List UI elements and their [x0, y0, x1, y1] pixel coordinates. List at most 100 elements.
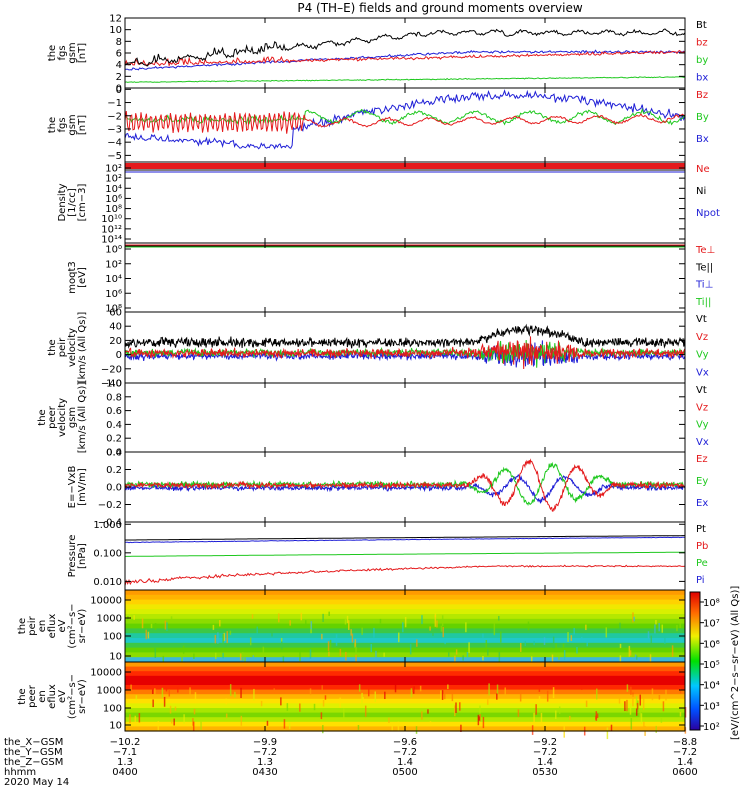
heatmap-band — [125, 609, 685, 615]
heatmap-streak — [200, 721, 202, 730]
y-tick-label: 0.2 — [106, 434, 122, 445]
heatmap-streak — [379, 618, 382, 624]
legend-entry: Vz — [696, 332, 708, 343]
heatmap-streak — [619, 643, 622, 649]
y-tick-label: 1.000 — [93, 520, 122, 531]
heatmap-streak — [384, 691, 386, 700]
heatmap-streak — [348, 620, 350, 630]
heatmap-band — [125, 642, 685, 649]
heatmap-streak — [580, 636, 583, 642]
y-tick-label: 0 — [116, 84, 122, 95]
legend-entry: Ti|| — [695, 297, 711, 308]
y-tick-label: 100 — [103, 704, 122, 715]
x-row-value: 1.4 — [677, 757, 693, 768]
heatmap-streak — [455, 649, 458, 655]
y-tick-label: 0 — [116, 85, 122, 96]
heatmap-streak — [595, 711, 598, 721]
heatmap-streak — [351, 633, 354, 643]
heatmap-streak — [650, 635, 653, 646]
legend-entry: By — [696, 112, 709, 123]
panel-peir_velocity: 60 40 20 0 −20 −40 the peir velocity [km/s (All Q… — [47, 308, 709, 390]
heatmap-streak — [374, 691, 377, 702]
heatmap-streak — [163, 696, 166, 707]
heatmap-streak — [447, 684, 449, 690]
heatmap-streak — [630, 686, 632, 695]
colorbar-label: [eV/(cm^2−s−sr−eV) (All Qs)] — [730, 586, 741, 740]
heatmap-band — [125, 698, 685, 704]
panel-peir_eflux: 10000 1000 100 10 the peir en eflux eV (cm²−s− sr−… — [17, 589, 686, 668]
heatmap-streak — [651, 688, 654, 701]
heatmap-streak — [129, 714, 131, 723]
y-axis-label: (cm²−s− — [67, 674, 78, 719]
heatmap-streak — [370, 643, 372, 653]
y-tick-label: 10 — [109, 721, 122, 732]
heatmap-streak — [322, 699, 325, 707]
heatmap-streak — [181, 655, 183, 666]
heatmap-streak — [664, 634, 666, 644]
heatmap-streak — [134, 715, 137, 723]
heatmap-streak — [496, 684, 499, 695]
y-axis-label: E=−VxB — [67, 466, 78, 509]
heatmap-streak — [214, 652, 217, 660]
heatmap-streak — [562, 643, 565, 652]
heatmap-streak — [479, 705, 481, 714]
y-axis-label: peer — [27, 684, 38, 708]
heatmap-streak — [309, 649, 312, 659]
y-tick-label: 1.0 — [106, 379, 122, 390]
heatmap-streak — [367, 685, 370, 697]
y-tick-label: 10¹⁰ — [101, 214, 122, 225]
y-tick-label: 10⁶ — [105, 289, 122, 300]
y-axis-label: fgs — [57, 45, 68, 60]
series-pe — [125, 551, 685, 557]
legend-entry: Pe — [696, 558, 708, 569]
y-tick-label: 10⁰ — [105, 245, 122, 256]
series-by — [124, 107, 686, 126]
x-row-label: the_Z−GSM — [4, 757, 63, 768]
y-axis-label: gsm — [67, 42, 78, 63]
heatmap-streak — [555, 710, 557, 720]
heatmap-streak — [624, 701, 626, 712]
heatmap-streak — [164, 620, 167, 630]
y-axis-label: sr−eV) — [77, 679, 88, 714]
heatmap-streak — [273, 688, 275, 693]
heatmap-streak — [649, 654, 652, 663]
heatmap-streak — [527, 621, 530, 631]
heatmap-streak — [339, 648, 342, 656]
panel-efield: 0.4 0.2 0.0 −0.2 −0.4 E=−VxB [mV/m] Ez Ey Ex — [67, 448, 708, 529]
heatmap-streak — [498, 615, 500, 621]
heatmap-streak — [222, 633, 224, 643]
heatmap-streak — [252, 655, 255, 667]
heatmap-streak — [540, 712, 543, 724]
x-row-value: 1.3 — [117, 757, 133, 768]
heatmap-streak — [655, 725, 657, 733]
heatmap-streak — [391, 725, 394, 731]
heatmap-streak — [482, 633, 484, 638]
heatmap-streak — [419, 685, 422, 692]
y-tick-label: −40 — [101, 379, 122, 390]
x-row-value: −7.2 — [253, 747, 277, 758]
heatmap-streak — [610, 724, 613, 732]
heatmap-band — [125, 708, 685, 714]
heatmap-streak — [147, 631, 150, 639]
heatmap-streak — [635, 696, 638, 706]
series-bz — [124, 49, 686, 68]
heatmap-streak — [519, 693, 522, 702]
heatmap-streak — [639, 708, 642, 718]
heatmap-streak — [493, 623, 496, 636]
heatmap-streak — [555, 643, 557, 653]
heatmap-streak — [145, 629, 147, 640]
heatmap-streak — [173, 718, 175, 726]
heatmap-band — [125, 633, 685, 639]
heatmap-streak — [543, 637, 546, 646]
heatmap-band — [125, 638, 685, 644]
heatmap-streak — [632, 694, 634, 707]
y-tick-label: 0.100 — [93, 548, 122, 559]
heatmap-streak — [447, 652, 450, 657]
heatmap-streak — [135, 695, 138, 700]
legend-entry: Pb — [696, 541, 708, 552]
y-axis-label: eV — [57, 619, 68, 632]
heatmap-streak — [563, 725, 565, 738]
x-row-value: 0400 — [112, 767, 137, 778]
heatmap-streak — [410, 688, 413, 698]
